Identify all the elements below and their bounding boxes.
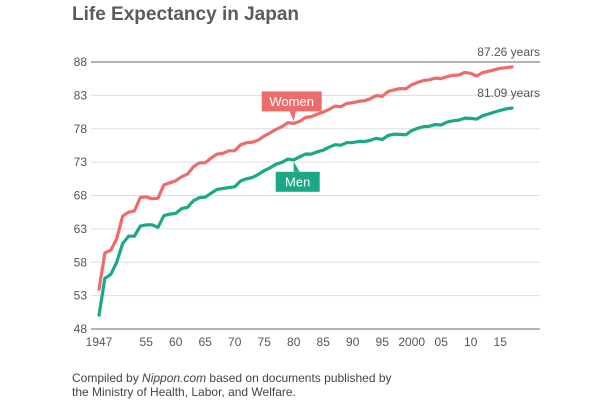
x-tick-label: 85 xyxy=(317,335,331,349)
x-tick-label: 10 xyxy=(464,335,478,349)
end-labels: 87.26 years 81.09 years xyxy=(477,45,540,100)
series-line-men xyxy=(97,106,514,317)
x-tick-label: 55 xyxy=(140,335,154,349)
source-note: Compiled by Nippon.com based on document… xyxy=(72,371,392,399)
x-tick-label: 80 xyxy=(287,335,301,349)
x-tick-label: 15 xyxy=(494,335,508,349)
callout-box xyxy=(275,171,320,192)
y-tick-label: 73 xyxy=(74,155,88,169)
x-axis-ticks: 1947 55 60 65 70 75 80 85 90 95 2000 05 10 15 xyxy=(86,335,508,349)
callout-women: Women xyxy=(261,91,322,122)
x-tick-label: 05 xyxy=(435,335,449,349)
callout-men: Men xyxy=(275,161,320,192)
chart-title: Life Expectancy in Japan xyxy=(72,4,300,25)
callout-label: Women xyxy=(269,94,314,109)
x-tick-label: 60 xyxy=(169,335,183,349)
x-tick-label: 1947 xyxy=(86,335,113,349)
end-label-men: 81.09 years xyxy=(477,86,540,100)
callout-label: Men xyxy=(285,174,310,189)
series-lines xyxy=(97,65,514,317)
source-line-1: Compiled by Nippon.com based on document… xyxy=(72,371,392,385)
x-tick-label: 75 xyxy=(258,335,272,349)
source-suffix: based on documents published by xyxy=(206,371,392,385)
y-tick-label: 83 xyxy=(74,88,88,102)
source-italic: Nippon.com xyxy=(142,371,207,385)
callout-pointer xyxy=(289,111,296,122)
x-tick-label: 70 xyxy=(228,335,242,349)
y-tick-label: 63 xyxy=(74,222,88,236)
end-label-women: 87.26 years xyxy=(477,45,540,59)
series-line-women xyxy=(97,65,514,291)
y-tick-label: 78 xyxy=(74,122,88,136)
y-tick-label: 48 xyxy=(74,322,88,336)
y-tick-label: 58 xyxy=(74,255,88,269)
x-tick-label: 2000 xyxy=(398,335,425,349)
x-tick-label: 65 xyxy=(199,335,213,349)
y-tick-label: 88 xyxy=(74,55,88,69)
callout-pointer xyxy=(293,161,300,172)
x-tick-label: 90 xyxy=(346,335,360,349)
y-tick-label: 68 xyxy=(74,189,88,203)
gridlines xyxy=(91,61,540,330)
x-tick-label: 95 xyxy=(376,335,390,349)
y-axis-ticks: 48 53 58 63 68 73 78 83 88 xyxy=(74,55,88,336)
source-prefix: Compiled by xyxy=(72,371,143,385)
callout-box xyxy=(261,91,322,112)
y-tick-label: 53 xyxy=(74,289,88,303)
series-callouts: Women Men xyxy=(261,91,322,192)
source-line-2: the Ministry of Health, Labor, and Welfa… xyxy=(72,385,296,399)
